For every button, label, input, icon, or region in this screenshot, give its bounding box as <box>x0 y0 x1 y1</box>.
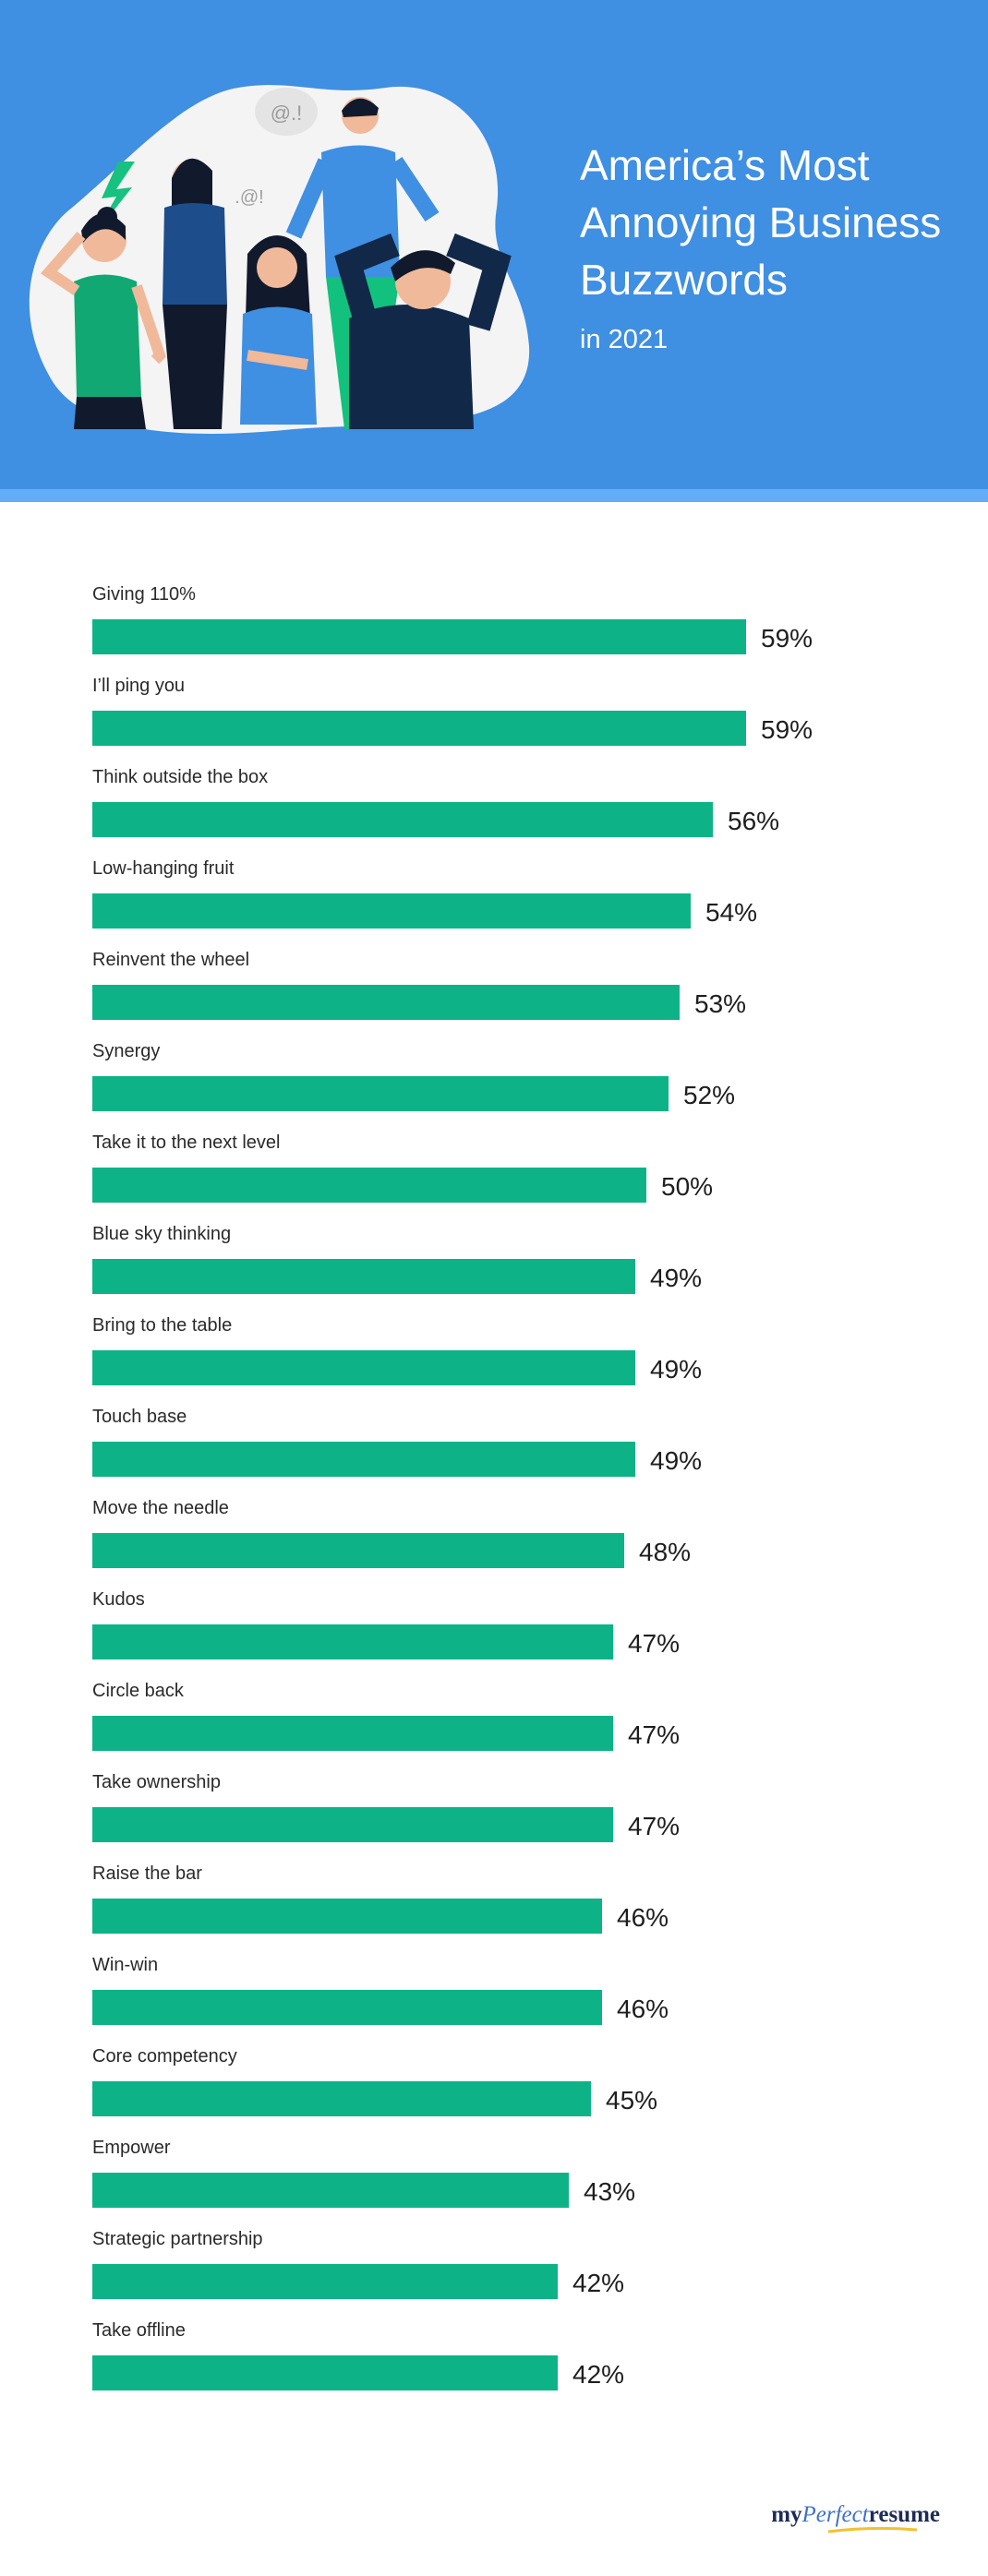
bar-category-label: Kudos <box>92 1589 145 1610</box>
bar-value-label: 52% <box>683 1081 735 1109</box>
person-stressed-man <box>334 233 512 429</box>
bar-category-label: Low-hanging fruit <box>92 858 235 879</box>
bar-value-label: 42% <box>572 2360 624 2389</box>
speech-bubble-2: .@! <box>235 187 263 208</box>
bar-category-label: Think outside the box <box>92 767 268 787</box>
bar-value-label: 46% <box>617 1903 669 1932</box>
bar-value-label: 50% <box>661 1172 713 1201</box>
bar-category-label: Reinvent the wheel <box>92 950 249 970</box>
bar <box>92 1716 613 1751</box>
bar-value-label: 42% <box>572 2269 624 2297</box>
bar-value-label: 47% <box>628 1812 680 1840</box>
bar-category-label: I’ll ping you <box>92 676 185 696</box>
bar <box>92 711 746 746</box>
bar-value-label: 45% <box>606 2086 657 2115</box>
bar <box>92 1168 646 1203</box>
bar-category-label: Blue sky thinking <box>92 1224 231 1244</box>
bar <box>92 1807 613 1842</box>
header-stripe <box>0 489 988 502</box>
bar <box>92 1259 635 1294</box>
bar <box>92 1899 602 1934</box>
bar-category-label: Bring to the table <box>92 1315 232 1336</box>
bar-value-label: 46% <box>617 1995 669 2023</box>
bar-category-label: Core competency <box>92 2046 237 2067</box>
bar <box>92 1442 635 1477</box>
bar-value-label: 48% <box>639 1538 691 1566</box>
bar <box>92 2355 558 2390</box>
bar-value-label: 56% <box>728 807 779 835</box>
bar <box>92 1076 669 1111</box>
bar-value-label: 54% <box>705 898 757 927</box>
bar <box>92 802 713 837</box>
bar-value-label: 49% <box>650 1446 702 1475</box>
bar-value-label: 49% <box>650 1264 702 1292</box>
page-title: America’s Most Annoying Business Buzzwor… <box>580 141 942 304</box>
bar-value-label: 59% <box>761 715 813 744</box>
bar-category-label: Circle back <box>92 1681 185 1701</box>
bar-category-label: Touch base <box>92 1407 187 1427</box>
people-illustration: @.! .@! <box>29 85 530 434</box>
bar-value-label: 59% <box>761 624 813 653</box>
bar <box>92 1350 635 1385</box>
buzzwords-bar-chart: Giving 110% 59% I’ll ping you 59% Think outs… <box>92 584 813 2390</box>
bar-value-label: 47% <box>628 1629 680 1658</box>
bar-value-label: 53% <box>694 989 746 1018</box>
logo-swoosh-icon <box>828 2526 918 2534</box>
person-frustrated-woman <box>40 207 166 429</box>
bar <box>92 1624 613 1659</box>
svg-text:@.!: @.! <box>271 102 303 125</box>
bar-category-label: Take ownership <box>92 1772 221 1792</box>
logo-my: my <box>771 2502 802 2527</box>
logo-perfect: Perfect <box>801 2502 869 2527</box>
bar-category-label: Empower <box>92 2138 171 2158</box>
bar <box>92 2081 591 2116</box>
bar-category-label: Strategic partnership <box>92 2229 263 2249</box>
bar-value-label: 49% <box>650 1355 702 1384</box>
svg-text:.@!: .@! <box>235 187 263 208</box>
bar <box>92 2173 569 2208</box>
bar <box>92 1533 624 1568</box>
bar-category-label: Win-win <box>92 1955 158 1975</box>
bar-category-label: Giving 110% <box>92 584 196 605</box>
speech-bubble-1: @.! <box>255 88 318 136</box>
bar <box>92 2264 558 2299</box>
bar-category-label: Synergy <box>92 1041 160 1061</box>
bar-category-label: Raise the bar <box>92 1863 202 1884</box>
bar <box>92 893 691 929</box>
bar-value-label: 47% <box>628 1720 680 1749</box>
bar-category-label: Take it to the next level <box>92 1132 280 1153</box>
bar-value-label: 43% <box>584 2177 635 2206</box>
lightning-icon <box>94 162 135 235</box>
bar <box>92 619 746 654</box>
person-arms-crossed-woman <box>163 158 227 429</box>
bar-category-label: Move the needle <box>92 1498 229 1518</box>
bar-category-label: Take offline <box>92 2320 186 2341</box>
bar <box>92 985 680 1020</box>
person-front-woman <box>240 235 317 425</box>
bar <box>92 1990 602 2025</box>
page-subtitle: in 2021 <box>580 325 669 354</box>
brand-logo: myPerfectresume <box>771 2502 940 2534</box>
logo-resume: resume <box>868 2502 940 2527</box>
